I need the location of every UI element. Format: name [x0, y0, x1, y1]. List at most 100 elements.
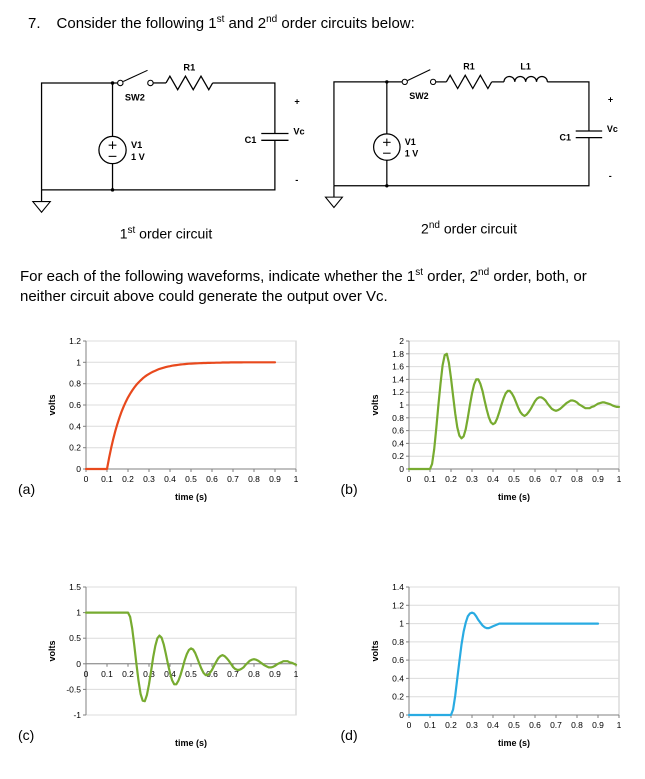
chart-cell-d: (d) 0 0.2 0.4 0.6 0.8 1 1.2 1.4 0 0.1 0.2 0.3 0.4 0.5…	[340, 577, 628, 751]
voltage-source-icon	[98, 135, 127, 165]
question-number: 7.	[28, 15, 41, 32]
svg-text:1.6: 1.6	[392, 362, 404, 372]
svg-text:volts: volts	[47, 641, 57, 662]
svg-text:0.3: 0.3	[466, 474, 478, 484]
second-order-circuit-diagram: SW2 R1 L1 V1 1 V C	[324, 62, 618, 209]
svg-text:0.7: 0.7	[227, 474, 239, 484]
svg-text:0.3: 0.3	[143, 474, 155, 484]
svg-text:0: 0	[84, 669, 89, 679]
first-order-caption: 1st order circuit	[20, 225, 312, 242]
output-minus-sign: -	[609, 171, 612, 181]
ground-icon	[31, 189, 52, 214]
svg-text:0.1: 0.1	[101, 669, 113, 679]
svg-text:-1: -1	[73, 710, 81, 720]
first-order-circuit-diagram: SW2 R1 V1 1 V C1 Vc +	[31, 62, 305, 214]
svg-text:0.8: 0.8	[571, 720, 583, 730]
chart-c: -1 -0.5 0 0.5 1 1.5 0 0.1 0.2 0.3 0.4 0.5 0.6 0.7 0.8 0…	[44, 577, 305, 751]
svg-text:2: 2	[399, 336, 404, 346]
resistor-label: R1	[463, 62, 474, 72]
chart-d: 0 0.2 0.4 0.6 0.8 1 1.2 1.4 0 0.1 0.2 0.3 0.4 0.5 0.6 0…	[367, 577, 628, 751]
output-plus-sign: +	[608, 95, 613, 105]
svg-text:1: 1	[616, 474, 621, 484]
chart-svg: -1-0.500.511.50 0.1 0.2 0.3 0.4 0.5 0.6 0.7 0.8 0…	[47, 582, 299, 748]
title-text-post: order circuits below:	[277, 15, 415, 32]
svg-text:1.2: 1.2	[69, 336, 81, 346]
svg-text:0.5: 0.5	[185, 669, 197, 679]
switch-label: SW2	[125, 92, 145, 102]
chart-d-label: (d)	[340, 727, 358, 744]
chart-cell-a: (a) 0 0.2 0.4 0.6 0.8 1 1.2 0 0.1 0.2 0.3 0.4 0.5 0.6…	[18, 331, 305, 505]
instruction-text: For each of the following waveforms, ind…	[20, 266, 620, 308]
capacitor-icon	[261, 132, 289, 141]
svg-text:0.2: 0.2	[445, 720, 457, 730]
svg-text:volts: volts	[47, 395, 57, 416]
svg-text:0.2: 0.2	[122, 474, 134, 484]
svg-text:0.2: 0.2	[392, 692, 404, 702]
switch-icon	[401, 69, 437, 86]
svg-text:0.6: 0.6	[529, 474, 541, 484]
circuit-diagrams-row: SW2 R1 V1 1 V C1 Vc +	[18, 46, 627, 242]
svg-text:0.2: 0.2	[392, 451, 404, 461]
title-text-mid: and 2	[224, 15, 267, 32]
svg-text:0.5: 0.5	[185, 474, 197, 484]
svg-text:0.4: 0.4	[487, 720, 499, 730]
capacitor-icon	[575, 130, 603, 139]
instruction-pre: For each of the following waveforms, ind…	[20, 267, 416, 285]
svg-text:time (s): time (s)	[175, 492, 207, 502]
instruction-sup-2nd: nd	[478, 266, 490, 278]
svg-text:0.8: 0.8	[248, 474, 260, 484]
svg-text:0.4: 0.4	[487, 474, 499, 484]
wire	[41, 140, 276, 191]
svg-text:0.2: 0.2	[69, 443, 81, 453]
instruction-sup-1st: st	[415, 266, 423, 278]
svg-text:0.9: 0.9	[592, 720, 604, 730]
caption-text: order circuit	[439, 220, 517, 237]
svg-text:1.4: 1.4	[392, 375, 404, 385]
svg-text:1.4: 1.4	[392, 582, 404, 592]
capacitor-label: C1	[245, 135, 257, 145]
svg-text:0.3: 0.3	[143, 669, 155, 679]
wire	[333, 81, 402, 186]
resistor-icon	[165, 74, 214, 92]
title-sup-1st: st	[216, 14, 225, 25]
output-plus-sign: +	[294, 96, 300, 106]
svg-text:0.9: 0.9	[592, 474, 604, 484]
svg-text:1: 1	[399, 619, 404, 629]
svg-text:0.4: 0.4	[69, 421, 81, 431]
waveform-charts-grid: (a) 0 0.2 0.4 0.6 0.8 1 1.2 0 0.1 0.2 0.3 0.4 0.5 0.6…	[18, 331, 627, 751]
second-order-circuit-block: SW2 R1 L1 V1 1 V C	[313, 46, 625, 237]
svg-text:1.2: 1.2	[392, 600, 404, 610]
title-text-pre: Consider the following 1	[56, 15, 217, 32]
caption-text: order circuit	[135, 225, 213, 242]
svg-text:time (s): time (s)	[497, 738, 529, 748]
ground-icon	[324, 185, 344, 209]
svg-text:0: 0	[76, 464, 81, 474]
svg-text:0.5: 0.5	[508, 720, 520, 730]
chart-cell-c: (c) -1 -0.5 0 0.5 1 1.5 0 0.1 0.2 0.3 0.4 0.5 0.6 0.7…	[18, 577, 305, 751]
resistor-label: R1	[183, 62, 195, 72]
caption-ordinal: st	[127, 225, 136, 236]
svg-text:1.2: 1.2	[392, 387, 404, 397]
source-name-label: V1	[131, 140, 142, 150]
svg-text:0.6: 0.6	[392, 426, 404, 436]
voltage-source-icon	[372, 133, 401, 161]
svg-text:-0.5: -0.5	[66, 685, 81, 695]
svg-text:0.8: 0.8	[392, 413, 404, 423]
chart-svg: 0 0.2 0.4 0.6 0.8 1 1.2 1.4 0 0.1 0.2 0.3 0.4 0.5 0.6 0…	[370, 582, 622, 748]
svg-text:0: 0	[76, 659, 81, 669]
svg-text:1: 1	[294, 669, 299, 679]
svg-text:0.7: 0.7	[550, 720, 562, 730]
source-value-label: 1 V	[131, 152, 146, 162]
caption-number: 1	[119, 225, 128, 242]
chart-svg: 0 0.2 0.4 0.6 0.8 1 1.2 1.4 1.6 1.8 2 0 0.1 0.2 0.3 0.4…	[370, 336, 622, 502]
junction-dot	[385, 80, 389, 84]
svg-text:0.2: 0.2	[122, 669, 134, 679]
first-order-circuit-block: SW2 R1 V1 1 V C1 Vc +	[20, 46, 312, 242]
chart-cell-b: (b) 0 0.2 0.4 0.6 0.8 1 1.2 1.4 1.6 1.8 2 0 0.1 0.2 0.…	[341, 331, 628, 505]
svg-text:0: 0	[399, 464, 404, 474]
svg-text:0: 0	[84, 474, 89, 484]
svg-text:1.5: 1.5	[69, 582, 81, 592]
output-label: Vc	[293, 126, 304, 136]
svg-text:0.8: 0.8	[571, 474, 583, 484]
switch-icon	[117, 69, 154, 87]
